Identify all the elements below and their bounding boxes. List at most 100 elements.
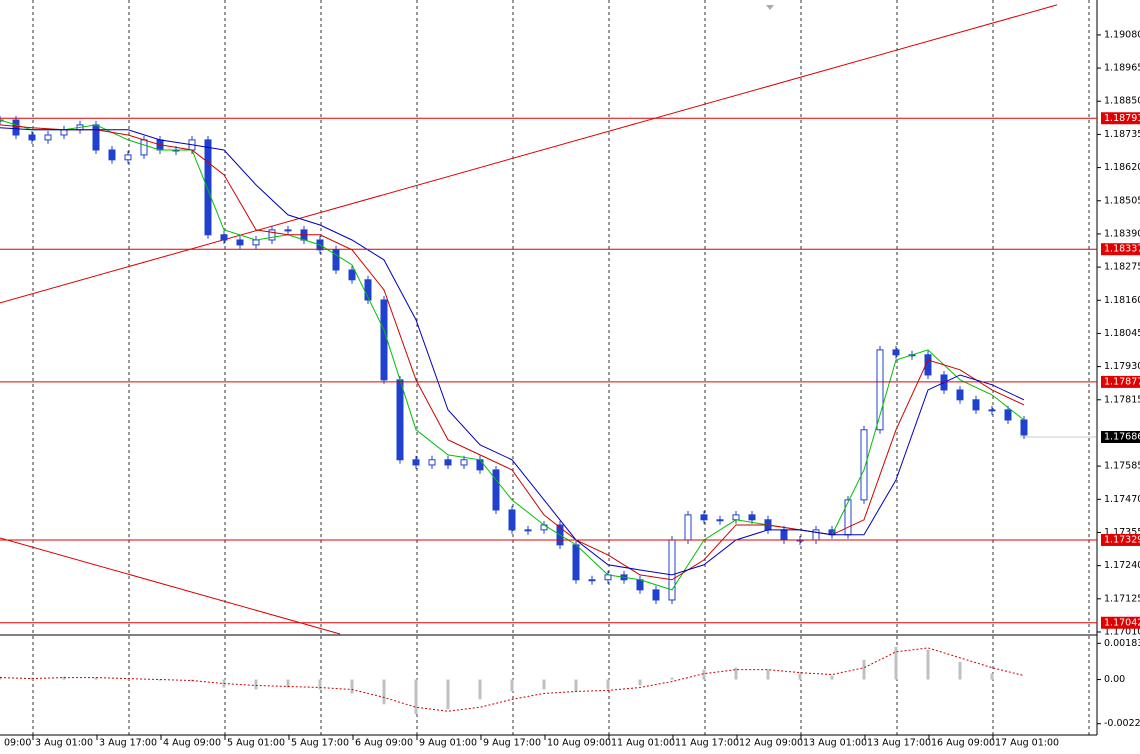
y-tick-label: 0.00 (1104, 674, 1125, 685)
x-tick-label: 12 Aug 09:00 (739, 738, 803, 749)
candle (60, 129, 68, 136)
candle (588, 579, 596, 582)
candle (748, 514, 756, 521)
y-tick-label: 1.17470 (1104, 494, 1140, 505)
x-tick-label: 5 Aug 01:00 (227, 738, 285, 749)
candle (124, 154, 132, 161)
level-label: 1.18791 (1104, 113, 1140, 124)
x-tick-label: 13 Aug 17:00 (867, 738, 931, 749)
candle (460, 459, 468, 466)
x-tick-label: 17 Aug 01:00 (995, 738, 1059, 749)
y-tick-label: 1.19080 (1104, 29, 1140, 40)
last-price-box (1101, 430, 1140, 443)
candle (108, 149, 116, 161)
candle (892, 349, 900, 356)
moving-average (0, 124, 1025, 581)
x-tick-label: 09:00 (4, 738, 31, 749)
candle (812, 529, 820, 541)
candle (780, 529, 788, 541)
candle (972, 399, 980, 411)
x-tick-label: 9 Aug 01:00 (419, 738, 477, 749)
candle (652, 589, 660, 601)
moving-average (0, 127, 1025, 576)
level-label: 1.17877 (1104, 376, 1140, 387)
candle (252, 239, 260, 246)
candle (44, 134, 52, 141)
level-label: 1.17329 (1104, 534, 1140, 545)
candle (380, 299, 388, 381)
y-tick-label: 1.17125 (1104, 593, 1140, 604)
candle (412, 459, 420, 466)
y-tick-label: 0.001832 (1104, 638, 1140, 649)
x-tick-label: 10 Aug 09:00 (547, 738, 611, 749)
y-tick-label: 1.18620 (1104, 162, 1140, 173)
last-price-label: 1.17686 (1104, 431, 1140, 442)
level-label-box (1101, 533, 1140, 546)
y-tick-label: 1.18390 (1104, 228, 1140, 239)
candle (220, 234, 228, 241)
candle (364, 279, 372, 301)
moving-average (0, 119, 1025, 591)
candle (524, 529, 532, 532)
y-tick-label: 1.18965 (1104, 63, 1140, 74)
trendline (0, 537, 341, 635)
candle (476, 459, 484, 471)
y-tick-label: 1.18505 (1104, 195, 1140, 206)
level-label: 1.17042 (1104, 617, 1140, 628)
candle (332, 249, 340, 271)
y-tick-label: 1.17010 (1104, 626, 1140, 637)
candle (12, 119, 20, 136)
candle (876, 349, 884, 431)
x-tick-label: 11 Aug 01:00 (611, 738, 675, 749)
candle (844, 499, 852, 536)
x-tick-label: 5 Aug 17:00 (291, 738, 349, 749)
candle (284, 229, 292, 232)
candle (732, 514, 740, 521)
candle (924, 354, 932, 376)
y-tick-label: 1.17355 (1104, 527, 1140, 538)
x-tick-label: 4 Aug 09:00 (163, 738, 221, 749)
candle (668, 539, 676, 601)
x-tick-label: 11 Aug 17:00 (675, 738, 739, 749)
x-tick-label: 3 Aug 01:00 (35, 738, 93, 749)
candle (508, 509, 516, 531)
level-label-box (1101, 243, 1140, 256)
candle (492, 469, 500, 511)
candle (988, 409, 996, 412)
candle (204, 139, 212, 236)
candle (396, 379, 404, 461)
level-label-box (1101, 375, 1140, 388)
level-label-box (1101, 616, 1140, 629)
x-tick-label: 16 Aug 09:00 (931, 738, 995, 749)
y-tick-label: 1.18850 (1104, 96, 1140, 107)
y-tick-label: 1.17585 (1104, 461, 1140, 472)
candle (1004, 409, 1012, 421)
candle (236, 239, 244, 246)
y-tick-label: 1.18275 (1104, 262, 1140, 273)
x-tick-label: 9 Aug 17:00 (483, 738, 541, 749)
candle (636, 579, 644, 591)
candle (444, 459, 452, 466)
x-tick-label: 13 Aug 01:00 (803, 738, 867, 749)
level-label: 1.18337 (1104, 244, 1140, 255)
candle (1020, 419, 1028, 436)
signal-line (0, 647, 1025, 712)
y-tick-label: 1.17930 (1104, 361, 1140, 372)
x-tick-label: 3 Aug 17:00 (99, 738, 157, 749)
level-label-box (1101, 112, 1140, 125)
candle (348, 269, 356, 281)
y-tick-label: -0.002230 (1104, 718, 1140, 729)
y-tick-label: 1.18045 (1104, 328, 1140, 339)
y-tick-label: 1.17815 (1104, 394, 1140, 405)
candle (140, 139, 148, 156)
shift-marker (766, 5, 774, 10)
y-tick-label: 1.17240 (1104, 560, 1140, 571)
candle (28, 134, 36, 141)
x-tick-label: 6 Aug 09:00 (355, 738, 413, 749)
candle (268, 229, 276, 241)
candle (860, 429, 868, 501)
candle (700, 514, 708, 521)
candle (572, 544, 580, 581)
